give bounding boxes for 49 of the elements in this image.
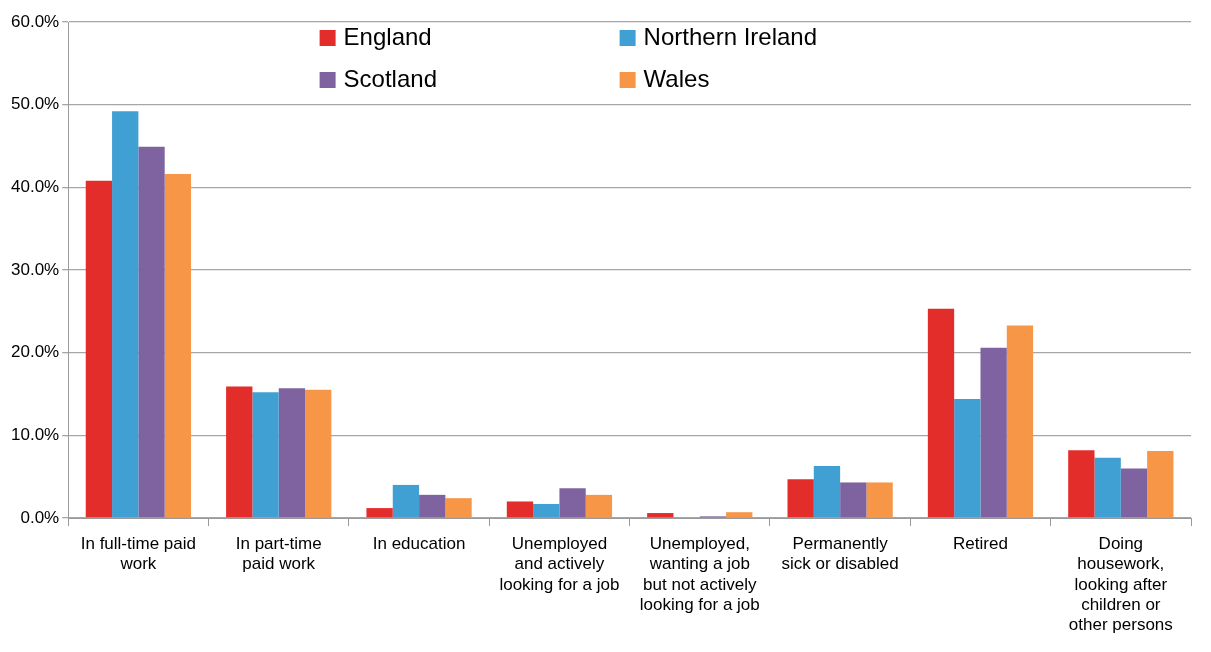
bar [954, 398, 981, 518]
bar [840, 482, 867, 518]
x-tick-label: Permanently sick or disabled [781, 533, 899, 574]
legend-label: Scotland [343, 64, 438, 92]
y-tick-label: 10.0% [11, 425, 60, 445]
x-tick-label: Unemployed, wanting a job but not actively looking for a job [639, 533, 760, 615]
bar [1006, 325, 1034, 518]
bar [226, 386, 253, 518]
bar [927, 308, 955, 518]
y-tick-label: 20.0% [11, 342, 60, 362]
bar [85, 180, 113, 518]
y-tick-label: 0.0% [20, 507, 60, 527]
bar [252, 392, 279, 518]
bar [1147, 451, 1174, 518]
bar [305, 389, 332, 518]
bar [392, 484, 420, 518]
bar [1068, 450, 1095, 518]
bar [506, 501, 534, 518]
bar [980, 347, 1007, 518]
y-tick-label: 50.0% [11, 94, 60, 114]
x-tick-label: In education [372, 533, 466, 553]
legend-label: Northern Ireland [643, 22, 818, 50]
bar [419, 494, 446, 518]
legend-label: England [343, 22, 432, 50]
bar [1120, 468, 1148, 518]
bar [278, 388, 306, 518]
legend-label: Wales [643, 64, 710, 92]
bar [112, 111, 139, 518]
y-tick-label: 30.0% [11, 259, 60, 279]
bar [866, 482, 893, 518]
x-tick-label: In full-time paid work [80, 533, 197, 574]
x-tick-label: Retired [953, 533, 1008, 553]
bar [647, 513, 674, 518]
bar [533, 503, 560, 518]
y-tick-label: 60.0% [11, 11, 60, 31]
bar [366, 508, 393, 518]
x-tick-label: Doing housework, looking after children or other persons [1068, 533, 1173, 635]
bar [726, 512, 753, 518]
bar [138, 146, 165, 518]
bar [559, 488, 586, 518]
x-tick-label: In part-time paid work [235, 533, 322, 574]
bar [445, 498, 472, 518]
bar [585, 494, 613, 518]
bar [164, 174, 192, 518]
bar [813, 465, 841, 518]
bar [787, 479, 814, 518]
y-tick-label: 40.0% [11, 177, 60, 197]
bar [1094, 457, 1121, 518]
x-tick-label: Unemployed and actively looking for a job [499, 533, 620, 594]
